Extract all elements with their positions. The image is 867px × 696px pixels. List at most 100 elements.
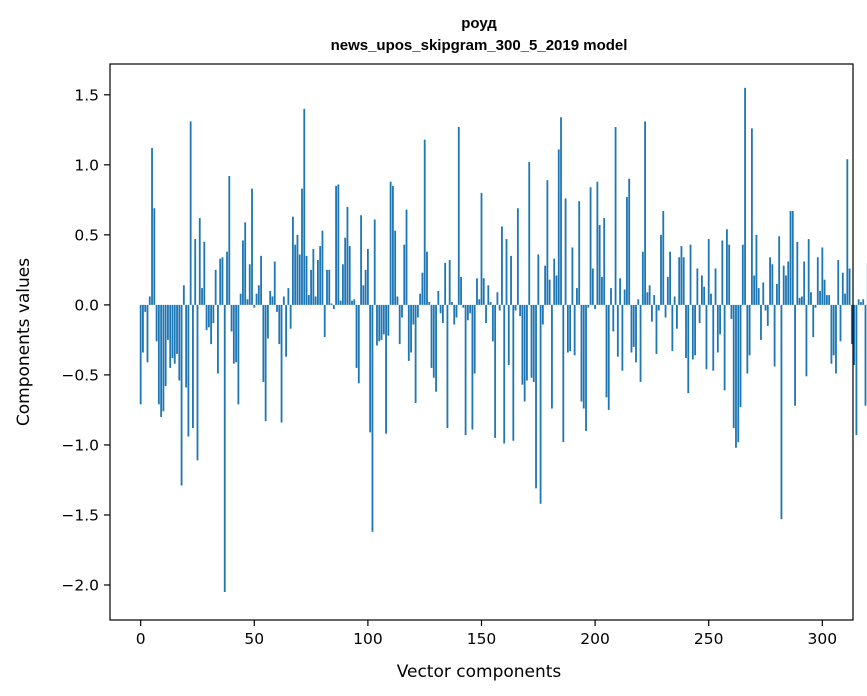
bar-22	[189, 121, 192, 305]
x-tick-label: 300	[808, 630, 838, 648]
y-tick-label: −2.0	[61, 576, 99, 594]
bar-14	[171, 304, 174, 359]
bar-49	[251, 188, 253, 305]
bar-178	[544, 265, 547, 305]
bar-275	[764, 304, 767, 311]
bar-58	[271, 296, 274, 305]
y-tick-label: 0.0	[74, 296, 99, 314]
y-tick-label: −1.5	[61, 506, 99, 524]
bar-199	[591, 268, 594, 305]
bar-31	[210, 304, 213, 345]
bar-107	[382, 304, 385, 335]
bar-100	[366, 248, 369, 305]
bar-171	[528, 162, 531, 305]
bar-64	[285, 304, 287, 357]
bar-212	[621, 304, 624, 371]
bar-72	[303, 108, 306, 305]
bar-128	[430, 304, 433, 368]
y-tick-label: 1.0	[74, 156, 99, 174]
bar-102	[371, 304, 374, 532]
y-tick-label: 0.5	[74, 226, 99, 244]
bar-166	[516, 208, 519, 305]
bar-175	[537, 254, 540, 305]
bar-61	[278, 304, 281, 345]
bar-269	[750, 128, 753, 305]
bar-147	[473, 304, 476, 374]
bar-39	[228, 176, 231, 305]
bar-277	[769, 257, 771, 305]
bar-292	[803, 261, 806, 305]
bar-208	[612, 304, 615, 332]
bar-240	[685, 304, 687, 359]
bar-77	[314, 296, 317, 305]
bar-26	[198, 218, 201, 305]
bar-260	[730, 304, 733, 319]
x-tick-label: 100	[353, 630, 383, 648]
bar-280	[775, 283, 778, 305]
bar-152	[485, 304, 487, 324]
bar-117	[405, 209, 408, 305]
bar-145	[469, 304, 472, 314]
bar-283	[782, 265, 785, 305]
bar-74	[307, 295, 310, 305]
bar-146	[471, 304, 474, 430]
x-axis-label: Vector components	[397, 662, 562, 682]
bar-36	[221, 257, 224, 305]
bar-207	[610, 288, 612, 305]
bar-273	[760, 304, 762, 340]
bar-156	[494, 304, 497, 438]
bar-53	[260, 255, 263, 305]
bar-264	[739, 304, 742, 408]
bar-265	[741, 244, 744, 305]
bar-319	[864, 304, 867, 406]
bar-149	[478, 299, 481, 305]
bar-312	[848, 268, 851, 305]
bar-313	[850, 304, 853, 345]
bars-group	[139, 87, 867, 592]
bar-43	[237, 304, 240, 405]
bar-210	[616, 304, 619, 357]
bar-262	[735, 304, 737, 448]
bar-307	[837, 260, 840, 305]
bar-224	[648, 285, 651, 305]
bar-202	[598, 225, 601, 305]
bar-132	[439, 304, 442, 314]
bar-198	[589, 187, 592, 305]
bar-27	[201, 288, 203, 305]
bar-268	[748, 304, 751, 356]
bar-59	[273, 261, 276, 305]
bar-204	[603, 218, 606, 305]
bar-162	[507, 304, 510, 366]
bar-76	[312, 248, 315, 305]
bar-70	[298, 254, 301, 305]
bar-278	[771, 264, 774, 305]
bar-299	[819, 290, 821, 305]
bar-85	[332, 304, 335, 310]
bar-290	[798, 297, 801, 305]
bar-282	[780, 304, 783, 520]
bar-237	[678, 257, 681, 305]
bar-9	[160, 304, 163, 417]
bar-222	[644, 121, 647, 305]
bar-136	[448, 260, 451, 305]
bar-250	[707, 239, 710, 305]
bar-3	[146, 304, 149, 363]
bar-218	[635, 304, 637, 363]
bar-295	[810, 292, 812, 305]
bar-137	[451, 302, 453, 305]
bar-182	[553, 258, 556, 305]
bar-37	[223, 304, 226, 592]
bar-255	[719, 304, 721, 335]
bar-209	[614, 127, 617, 305]
bar-89	[341, 264, 344, 305]
bar-160	[503, 304, 506, 444]
bar-12	[167, 304, 169, 340]
bar-245	[696, 268, 699, 305]
bar-231	[664, 304, 667, 318]
bar-281	[778, 236, 781, 305]
bar-217	[632, 304, 635, 347]
bar-296	[812, 304, 815, 338]
bar-193	[578, 201, 581, 305]
bar-170	[526, 304, 528, 381]
bar-28	[203, 241, 206, 305]
